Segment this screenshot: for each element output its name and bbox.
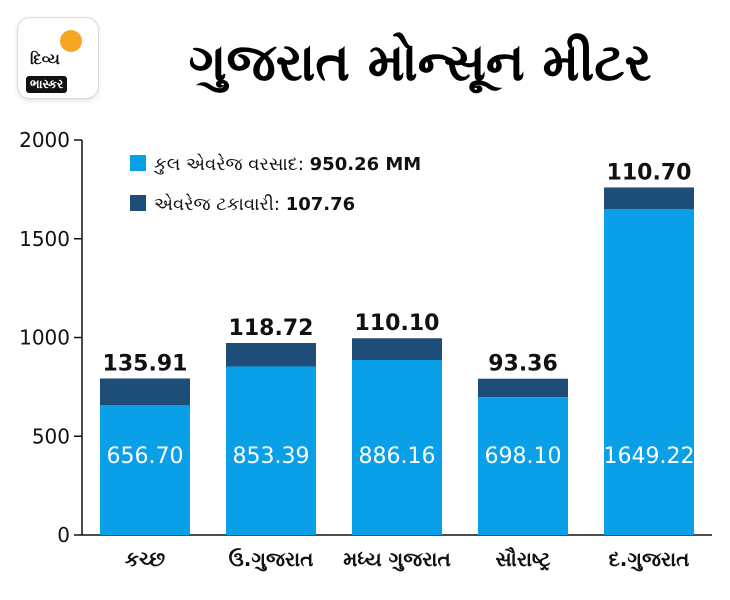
bar-top-label: 93.36	[488, 352, 558, 377]
bar-percentage	[604, 187, 694, 210]
x-category-label: ઉ.ગુજરાત	[229, 547, 314, 571]
legend-pct-text: એવરેજ ટકાવારી: 107.76	[154, 194, 355, 215]
logo-line2: ભાસ્કર	[26, 76, 68, 93]
x-category-label: સૌરાષ્ટ્ર	[495, 547, 550, 572]
bar-percentage	[352, 338, 442, 360]
bar-top-label: 110.70	[607, 160, 692, 185]
bar-value-label: 1649.22	[604, 444, 695, 469]
y-tick-label: 2000	[19, 128, 70, 152]
bar-rain	[226, 366, 316, 535]
legend-rain-text: કુલ એવરેજ વરસાદ: 950.26 MM	[153, 154, 421, 175]
legend-rain-label: કુલ એવરેજ વરસાદ:	[153, 154, 310, 175]
legend-swatch-rain	[130, 155, 146, 171]
bar-top-label: 110.10	[355, 311, 440, 336]
y-tick-label: 500	[32, 424, 70, 448]
y-tick-label: 1500	[19, 227, 70, 251]
y-tick-label: 1000	[19, 326, 70, 350]
legend: કુલ એવરેજ વરસાદ: 950.26 MM એવરેજ ટકાવારી…	[130, 154, 421, 215]
bar-rain	[478, 397, 568, 535]
sun-icon	[60, 30, 82, 52]
bar-value-label: 656.70	[107, 444, 184, 469]
legend-pct-value: 107.76	[286, 194, 355, 215]
legend-rain-value: 950.26 MM	[310, 154, 422, 175]
bar-percentage	[478, 378, 568, 398]
logo-line1: દિવ્ય	[30, 50, 60, 68]
legend-swatch-pct	[130, 195, 146, 211]
bar-value-label: 886.16	[359, 444, 436, 469]
y-tick-label: 0	[57, 523, 70, 547]
bar-percentage	[226, 343, 316, 367]
x-category-label: કચ્છ	[125, 547, 166, 571]
bar-rain	[352, 359, 442, 535]
legend-pct-label: એવરેજ ટકાવારી:	[154, 194, 286, 215]
bar-rain	[100, 405, 190, 535]
divya-bhaskar-logo: દિવ્ય ભાસ્કર	[18, 18, 98, 98]
bar-top-label: 135.91	[103, 351, 188, 376]
bar-percentage	[100, 378, 190, 406]
bar-value-label: 698.10	[485, 444, 562, 469]
bar-top-label: 118.72	[229, 316, 314, 341]
page-title: ગુજરાત મોન્સૂન મીટર	[188, 33, 652, 93]
bar-value-label: 853.39	[233, 444, 310, 469]
x-category-label: મધ્ય ગુજરાત	[343, 547, 450, 571]
x-category-label: દ.ગુજરાત	[609, 547, 690, 571]
bar-rain	[604, 209, 694, 535]
